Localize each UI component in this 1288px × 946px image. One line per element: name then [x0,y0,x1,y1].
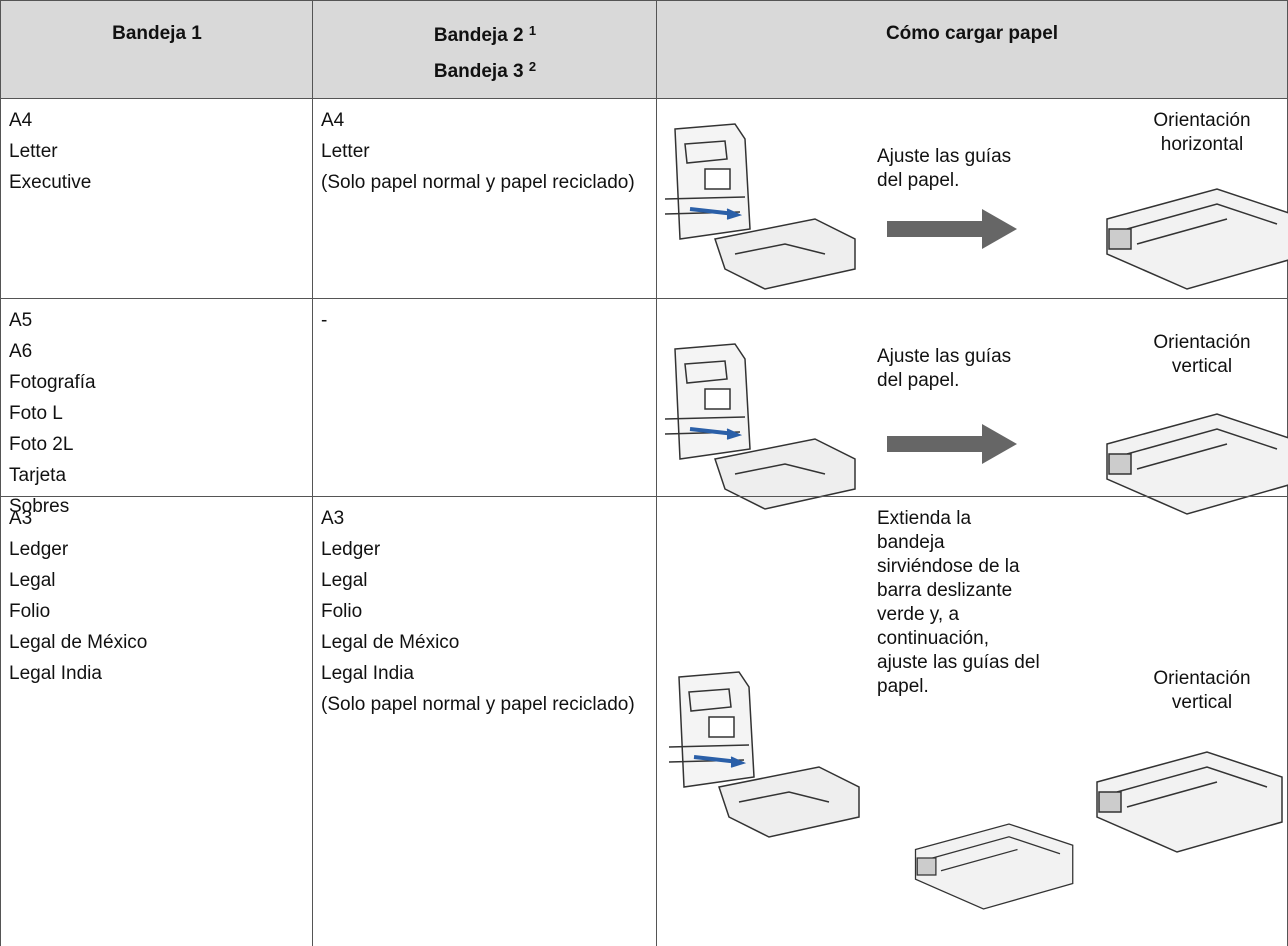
table-cell: A3 Ledger Legal Folio Legal de México Legal I… [0,496,313,946]
table-cell: Ajuste las guías del papel. Orientación h… [656,98,1288,299]
table-cell: A4 Letter Executive [0,98,313,299]
table-cell: Ajuste las guías del papel. Orientación v… [656,298,1288,515]
printer-illustration [663,342,857,511]
table-cell: Extienda la bandeja sirviéndose de la ba… [656,496,1288,946]
header-text: Bandeja 3 2 [313,59,657,83]
tray-illustration [1106,188,1288,290]
size-list: A3 Ledger Legal Folio Legal de México Legal I… [9,503,303,689]
paper-size: Legal de México [321,632,460,653]
arrow-illustration [887,209,1017,249]
size-list: A5 A6 Fotografía Foto L Foto 2L Tarjeta Sobres [9,305,303,522]
paper-size: Letter [9,141,58,162]
tray-illustration [914,823,1074,910]
header-text: Bandeja 2 1 [313,23,657,47]
size-list: - [321,305,647,336]
footnote-ref: 1 [528,23,537,38]
printer-illustration [663,122,857,291]
printer-illustration [667,670,861,839]
instruction: Ajuste las guías del papel. [877,346,1012,391]
arrow-illustration [887,424,1017,464]
paper-size: A4 [9,110,33,131]
paper-size: (Solo papel normal y papel reciclado) [321,172,635,193]
table-cell: A4 Letter (Solo papel normal y papel recic… [312,98,657,299]
paper-size: A6 [9,341,33,362]
paper-size: Ledger [9,539,69,560]
paper-size: A3 [321,508,345,529]
size-list: A4 Letter (Solo papel normal y papel recic… [321,105,647,198]
orientation: Orientación vertical [1153,668,1251,713]
paper-size: A3 [9,508,33,529]
paper-size: Legal India [9,663,102,684]
paper-size: Ledger [321,539,381,560]
header-cell: Bandeja 2 1 Bandeja 3 2 [312,0,657,99]
header-text: Cómo cargar papel [885,23,1059,44]
paper-size: Legal [9,570,56,591]
header-cell: Cómo cargar papel [656,0,1288,99]
paper-size: Sobres [9,496,70,517]
paper-size: Legal [321,570,368,591]
paper-size: A4 [321,110,345,131]
paper-size: Legal India [321,663,414,684]
paper-size: Folio [9,601,51,622]
paper-size: Executive [9,172,92,193]
size-list: A3 Ledger Legal Folio Legal de México Legal I… [321,503,647,720]
header-label: Bandeja 2 [433,25,524,46]
paper-size: Foto 2L [9,434,74,455]
header-label: Bandeja 3 [433,61,524,82]
paper-size: Tarjeta [9,465,67,486]
paper-size: - [321,310,328,331]
paper-size: Legal de México [9,632,148,653]
paper-size: Foto L [9,403,63,424]
instruction: Ajuste las guías del papel. [877,146,1012,191]
paper-size: (Solo papel normal y papel reciclado) [321,694,635,715]
paper-size: Folio [321,601,363,622]
header-cell: Bandeja 1 [0,0,313,99]
paper-size: Fotografía [9,372,96,393]
orientation: Orientación vertical [1153,332,1251,377]
header-text: Bandeja 1 [112,23,202,44]
table-cell: A3 Ledger Legal Folio Legal de México Legal I… [312,496,657,946]
size-list: A4 Letter Executive [9,105,303,198]
paper-size: A5 [9,310,33,331]
table-cell: A5 A6 Fotografía Foto L Foto 2L Tarjeta Sobres [0,298,313,517]
orientation: Orientación horizontal [1153,110,1251,155]
tray-illustration [1096,751,1283,853]
footnote-ref: 2 [528,59,537,74]
table-cell: - [312,298,657,497]
instruction: Extienda la bandeja sirviéndose de la ba… [877,508,1040,697]
paper-size: Letter [321,141,370,162]
